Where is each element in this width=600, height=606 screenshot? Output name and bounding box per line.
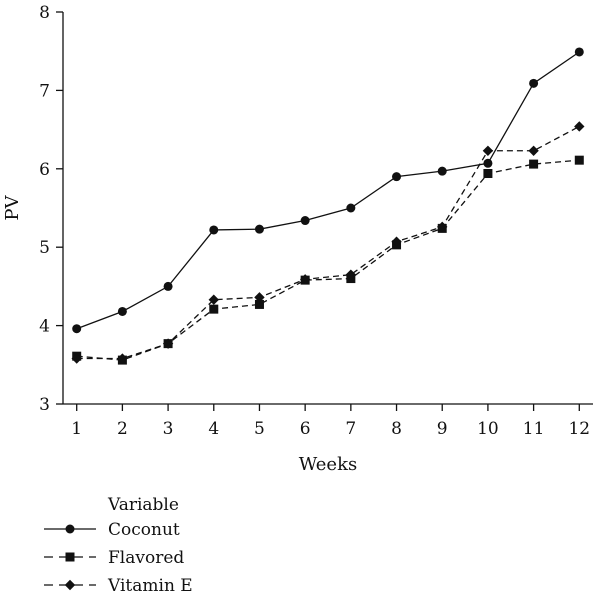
y-tick-label: 4 <box>39 317 50 337</box>
series-vitamin-e <box>71 121 585 364</box>
x-tick-label: 8 <box>391 419 402 439</box>
series-flavored <box>72 155 584 365</box>
y-tick-label: 8 <box>39 3 50 23</box>
data-point-vitamin-e <box>162 338 174 349</box>
legend-marker-flavored <box>65 552 75 562</box>
x-tick-label: 7 <box>345 419 356 439</box>
legend: Variable Coconut Flavored Vitamin E <box>44 495 193 596</box>
data-point-vitamin-e <box>345 269 357 280</box>
data-point-coconut <box>163 281 173 291</box>
legend-label-flavored: Flavored <box>108 548 184 568</box>
series-coconut <box>72 47 584 334</box>
x-tick-label: 10 <box>477 419 499 439</box>
x-tick-label: 4 <box>208 419 219 439</box>
series-line-vitamin-e <box>76 125 580 360</box>
legend-item-flavored: Flavored <box>44 548 184 568</box>
data-point-vitamin-e <box>254 292 265 303</box>
data-point-vitamin-e <box>208 294 219 305</box>
data-point-flavored <box>483 169 493 179</box>
x-tick-label: 3 <box>163 419 174 439</box>
y-tick-label: 3 <box>39 395 50 415</box>
data-point-flavored <box>209 304 219 314</box>
legend-item-coconut: Coconut <box>44 520 180 540</box>
series-line-flavored <box>76 159 580 361</box>
data-point-vitamin-e <box>437 221 448 233</box>
y-tick-label: 5 <box>39 238 50 258</box>
data-point-coconut <box>346 203 356 213</box>
x-tick-label: 5 <box>254 419 265 439</box>
data-point-coconut <box>300 216 310 226</box>
data-point-vitamin-e <box>299 274 311 285</box>
data-point-flavored <box>254 299 264 309</box>
legend-label-coconut: Coconut <box>108 520 180 540</box>
data-point-vitamin-e <box>528 145 539 156</box>
data-point-coconut <box>483 158 493 168</box>
data-point-vitamin-e <box>391 236 402 247</box>
legend-marker-vitamin-e <box>64 579 76 591</box>
data-point-coconut <box>72 324 82 334</box>
data-point-flavored <box>529 159 539 169</box>
y-axis-title: PV <box>2 194 23 220</box>
x-tick-label: 12 <box>568 419 590 439</box>
x-tick-label: 2 <box>117 419 128 439</box>
series-line-coconut <box>76 51 580 330</box>
data-point-coconut <box>392 172 402 182</box>
data-point-flavored <box>574 155 584 165</box>
legend-label-vitamin-e: Vitamin E <box>107 576 193 596</box>
data-point-coconut <box>254 224 264 234</box>
legend-item-vitamin-e: Vitamin E <box>44 576 193 596</box>
legend-marker-coconut <box>65 524 75 534</box>
x-tick-label: 6 <box>300 419 311 439</box>
data-point-vitamin-e <box>574 121 585 132</box>
data-point-coconut <box>437 166 447 176</box>
series-layer <box>71 47 585 365</box>
data-point-coconut <box>529 78 539 88</box>
data-point-vitamin-e <box>482 145 494 156</box>
y-tick-label: 6 <box>39 160 50 180</box>
y-tick-label: 7 <box>39 81 50 101</box>
data-point-coconut <box>117 306 127 316</box>
data-point-coconut <box>574 47 584 57</box>
data-point-vitamin-e <box>117 353 128 364</box>
legend-title: Variable <box>107 495 179 515</box>
data-point-coconut <box>209 225 219 235</box>
x-tick-label: 9 <box>437 419 448 439</box>
data-point-vitamin-e <box>71 353 82 364</box>
x-axis-title: Weeks <box>299 454 357 475</box>
x-tick-label: 11 <box>523 419 545 439</box>
x-tick-label: 1 <box>71 419 82 439</box>
